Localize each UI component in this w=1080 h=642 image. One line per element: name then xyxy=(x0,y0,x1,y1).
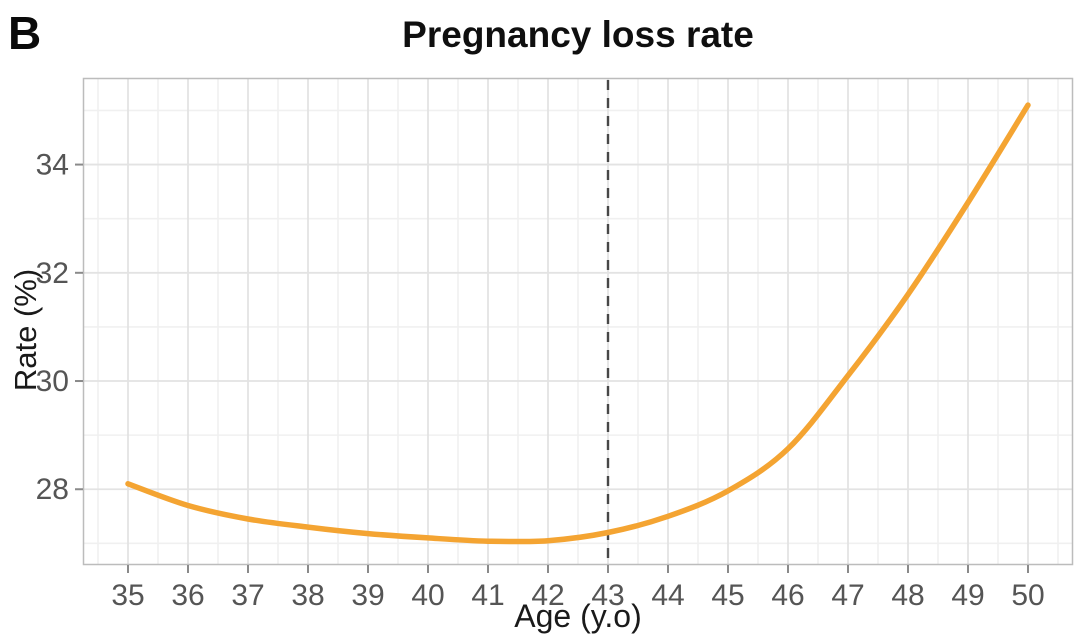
x-tick-label: 39 xyxy=(351,579,384,612)
panel-border xyxy=(82,77,1074,566)
x-tick-label: 49 xyxy=(951,579,984,612)
x-tick-label: 38 xyxy=(291,579,324,612)
y-tick-label: 28 xyxy=(36,473,69,506)
x-tick-label: 42 xyxy=(531,579,564,612)
chart-title: Pregnancy loss rate xyxy=(402,14,754,55)
x-tick-label: 36 xyxy=(171,579,204,612)
x-tick-label: 46 xyxy=(771,579,804,612)
x-tick-label: 41 xyxy=(471,579,504,612)
y-tick-label: 32 xyxy=(36,257,69,290)
y-tick-label: 34 xyxy=(36,149,69,182)
x-tick-label: 45 xyxy=(711,579,744,612)
x-tick-label: 44 xyxy=(651,579,684,612)
x-tick-label: 43 xyxy=(591,579,624,612)
series-line xyxy=(125,102,1031,545)
x-tick-label: 48 xyxy=(891,579,924,612)
x-tick-label: 35 xyxy=(111,579,144,612)
y-tick-label: 30 xyxy=(36,365,69,398)
panel-label: B xyxy=(8,7,42,59)
x-tick-label: 50 xyxy=(1011,579,1044,612)
x-tick-label: 40 xyxy=(411,579,444,612)
plot-area: 35 36 37 38 39 40 41 42 43 44 45 46 47 48 49 50 28 30 32 34 xyxy=(36,77,1074,612)
x-axis-title: Age (y.o) xyxy=(514,598,642,634)
x-tick-label: 37 xyxy=(231,579,264,612)
x-tick-label: 47 xyxy=(831,579,864,612)
